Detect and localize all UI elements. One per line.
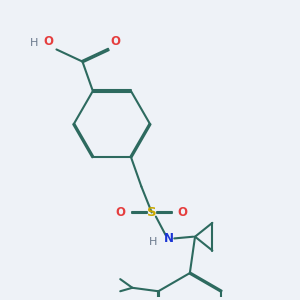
Text: O: O (116, 206, 126, 219)
Text: O: O (110, 35, 120, 48)
Text: O: O (44, 35, 54, 48)
Text: S: S (147, 206, 157, 219)
Text: H: H (149, 237, 158, 247)
Text: N: N (164, 232, 174, 245)
Text: O: O (178, 206, 188, 219)
Text: H: H (30, 38, 38, 48)
